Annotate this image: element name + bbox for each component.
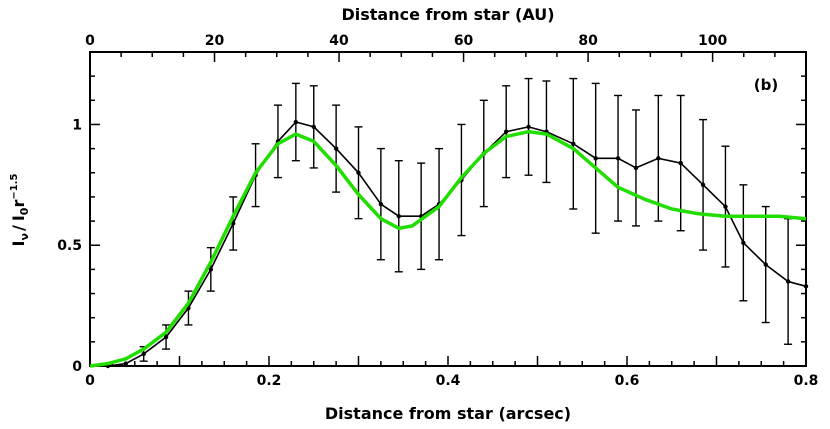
x-tick-label: 0 xyxy=(85,373,95,389)
y-axis-label-exp: −1.5 xyxy=(9,174,20,200)
x-tick-label: 0.4 xyxy=(436,373,461,389)
plot-frame xyxy=(89,51,807,367)
x2-tick-label: 80 xyxy=(578,33,598,49)
x-tick-label: 0.8 xyxy=(794,373,819,389)
svg-text:Iν/I0r−1.5: Iν/I0r−1.5 xyxy=(9,174,31,247)
data-point xyxy=(141,351,146,357)
data-point xyxy=(741,240,746,246)
x-tick-label: 0.6 xyxy=(615,373,640,389)
data-point xyxy=(356,170,361,175)
data-point xyxy=(803,284,809,289)
data-point xyxy=(593,156,598,161)
data-point xyxy=(571,141,576,146)
data-point xyxy=(526,124,531,130)
data-point xyxy=(163,334,169,340)
y-tick-label: 1 xyxy=(72,117,82,133)
y-axis-label: Iν/I0r−1.5 xyxy=(9,174,31,247)
x2-tick-label: 0 xyxy=(85,33,95,49)
data-point xyxy=(333,146,339,151)
data-point xyxy=(378,201,384,207)
model-line-green xyxy=(89,129,807,368)
x2-tick-label: 60 xyxy=(454,33,474,49)
data-point xyxy=(311,124,316,130)
y-axis-label-main: I xyxy=(9,240,28,246)
y-axis-label-sep: / xyxy=(9,225,28,231)
data-point xyxy=(700,182,706,188)
data-point xyxy=(678,160,683,166)
x-axis-label: Distance from star (arcsec) xyxy=(325,404,571,423)
panel-label: (b) xyxy=(754,76,778,94)
data-point xyxy=(615,156,621,161)
y-axis-label-denom-sub: 0 xyxy=(18,207,31,215)
data-point xyxy=(656,156,661,161)
data-point xyxy=(503,129,509,134)
y-axis-label-r: r xyxy=(9,200,28,208)
data-point xyxy=(123,361,128,366)
y-axis-label-sub: ν xyxy=(18,233,31,241)
data-point xyxy=(785,279,791,284)
data-point xyxy=(723,204,728,209)
y-tick-label: 0 xyxy=(72,359,82,375)
data-point xyxy=(763,262,768,267)
data-point xyxy=(208,267,214,272)
y-axis-label-denom: I xyxy=(9,215,28,221)
x2-tick-label: 100 xyxy=(698,33,727,49)
x2-axis-label: Distance from star (AU) xyxy=(341,5,554,24)
data-line-black xyxy=(107,121,807,367)
x-tick-label: 0.2 xyxy=(257,373,282,389)
y-tick-label: 0.5 xyxy=(57,238,82,254)
data-point xyxy=(396,214,401,219)
data-point xyxy=(633,165,639,171)
data-point xyxy=(293,119,299,125)
x2-tick-label: 40 xyxy=(329,33,349,49)
x2-tick-label: 20 xyxy=(205,33,225,49)
